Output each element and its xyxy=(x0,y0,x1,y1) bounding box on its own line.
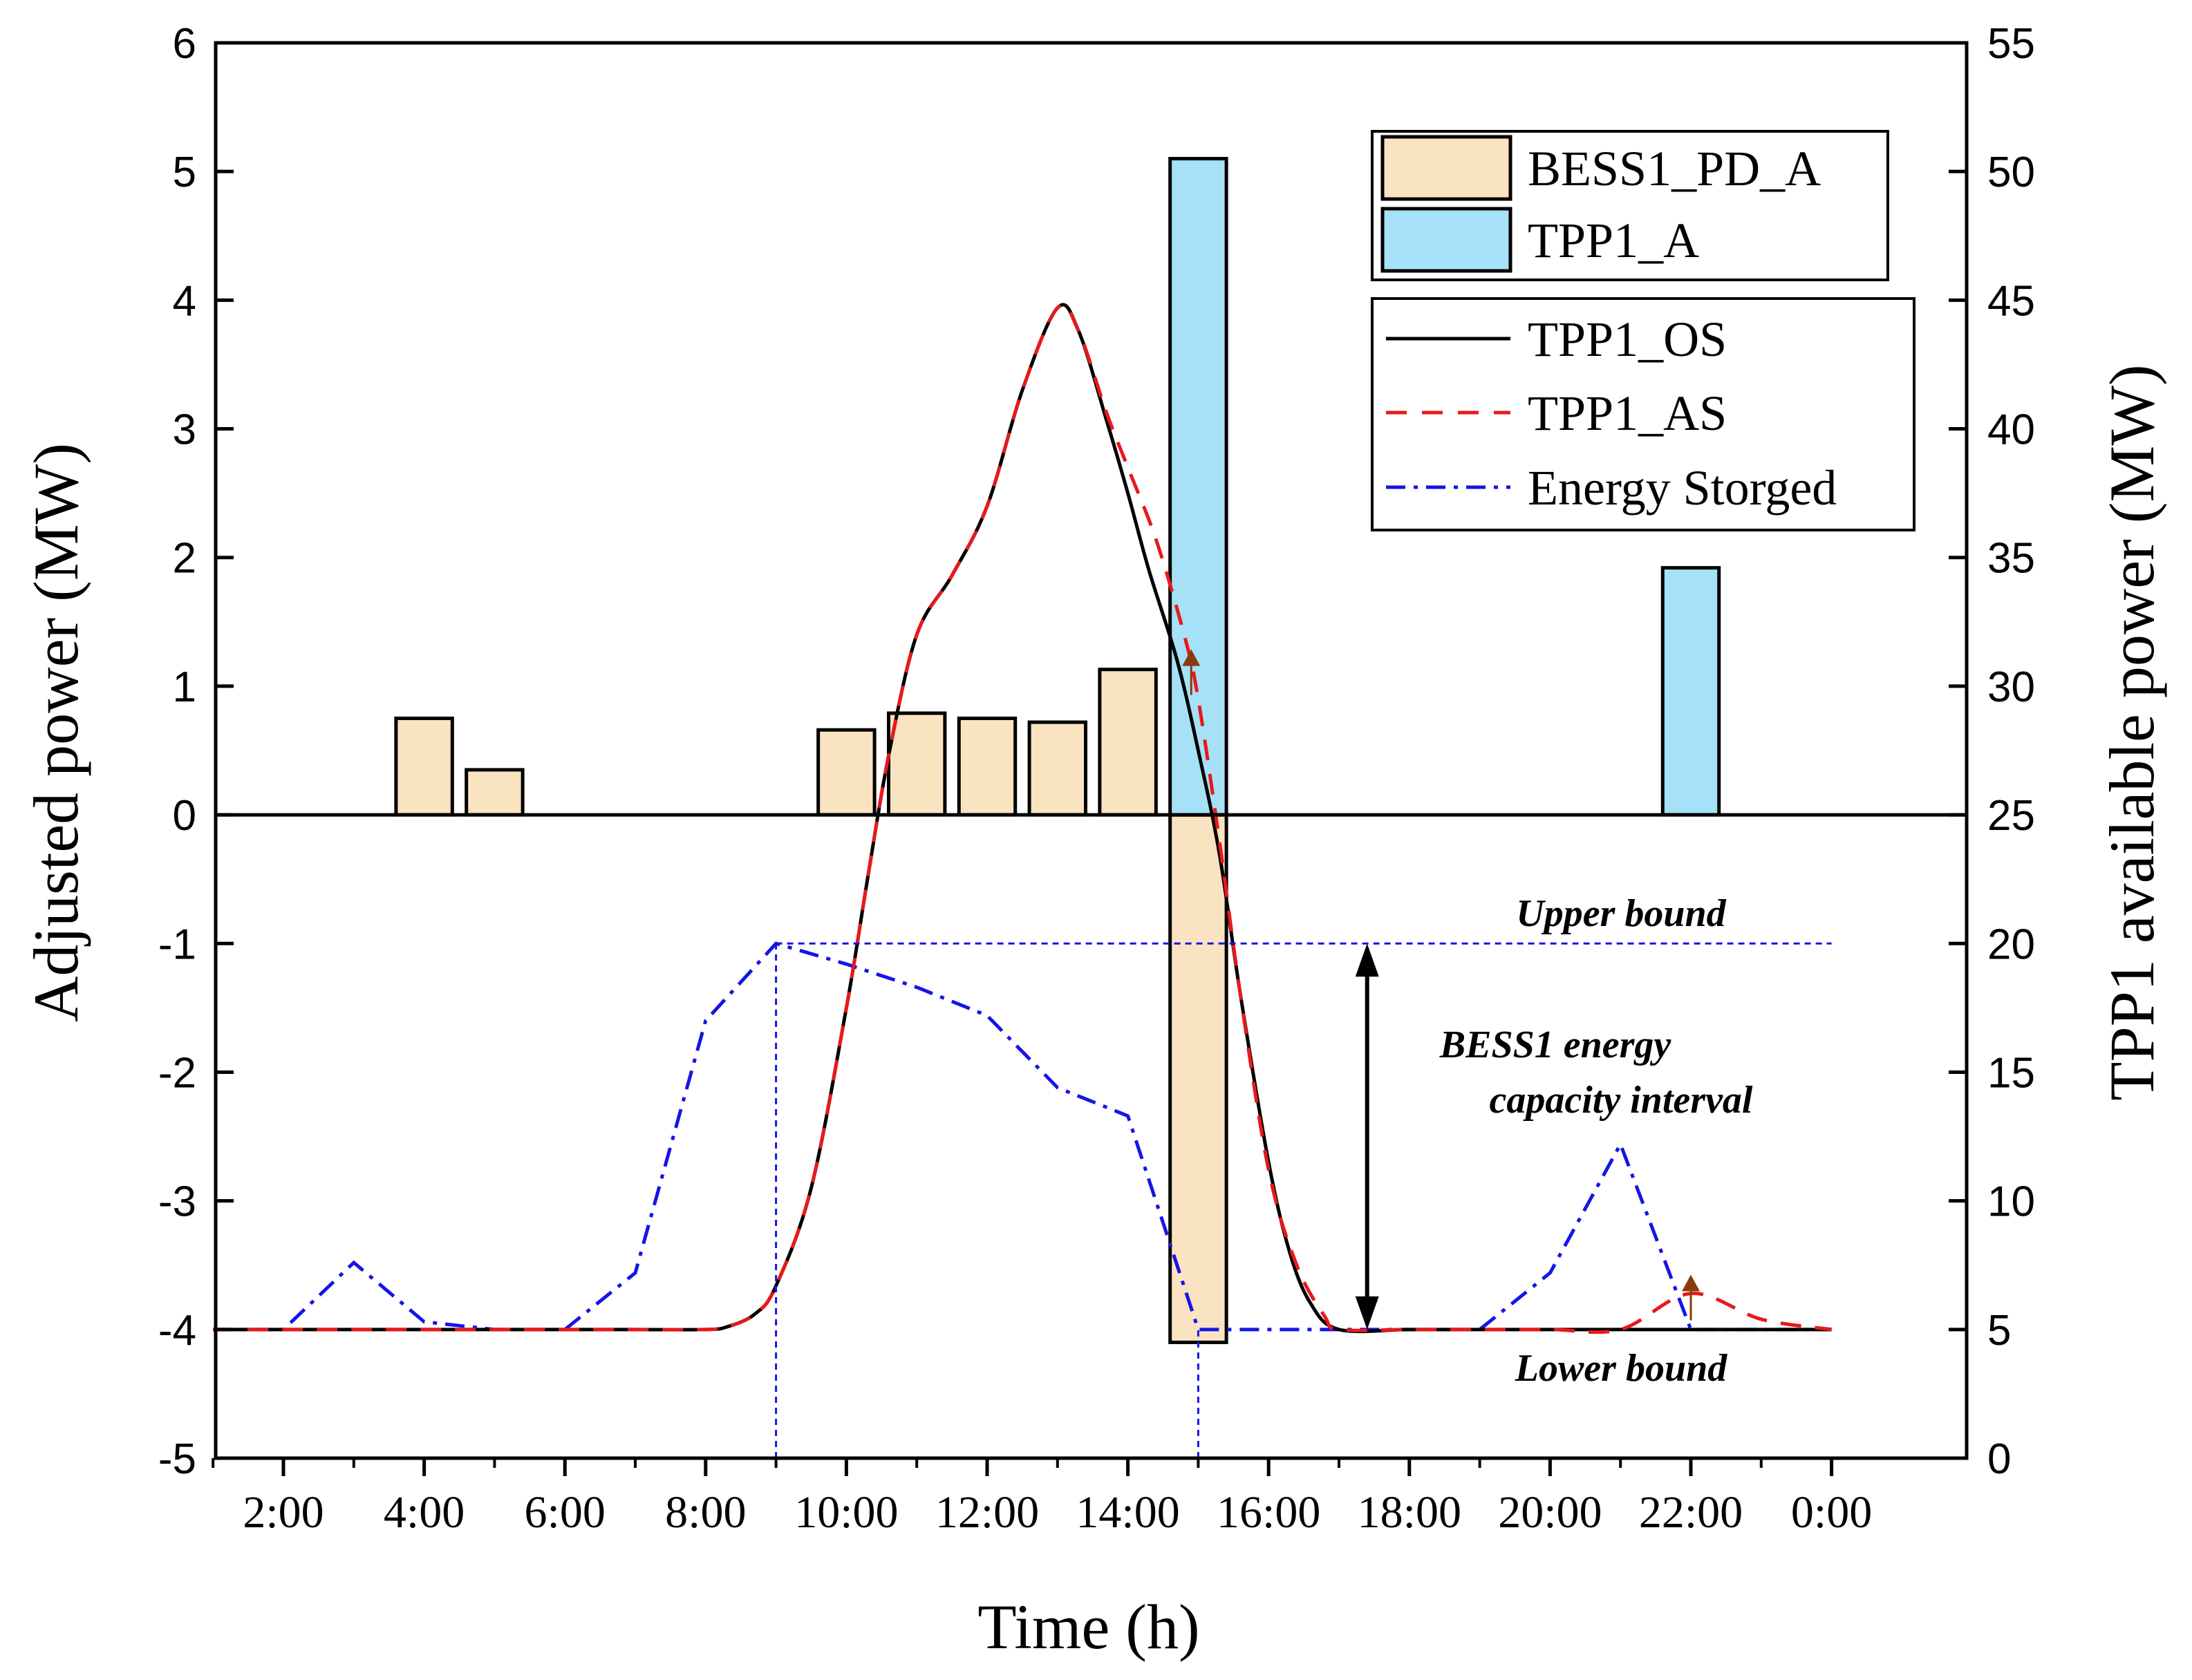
plot-frame xyxy=(214,41,1969,1460)
annotation-layer: Upper bound Lower bound BESS1 energy cap… xyxy=(1439,892,1753,1390)
y-left-tick-label-11: 6 xyxy=(173,20,196,68)
y-left-tick-label-3: -2 xyxy=(158,1049,196,1097)
bar-bess1-pd-a-1 xyxy=(465,768,525,817)
legend: BESS1_PD_A TPP1_A TPP1_OS TPP1_AS Energy… xyxy=(1371,130,1915,531)
x-tick-label-1: 4:00 xyxy=(384,1487,465,1538)
bar-tpp1-a-1 xyxy=(1660,566,1721,817)
line-tpp1-as xyxy=(213,303,1832,1334)
y-left-tick-label-8: 3 xyxy=(173,406,196,454)
y-left-tick-label-5: 0 xyxy=(173,792,196,840)
y-right-tick-label-10: 50 xyxy=(1987,149,2035,196)
legend-swatch-bess1 xyxy=(1380,135,1512,201)
x-tick-label-7: 16:00 xyxy=(1217,1487,1320,1538)
legend-label-bess1: BESS1_PD_A xyxy=(1528,141,1821,196)
bar-bess1-pd-a-4 xyxy=(957,716,1018,817)
y-right-tick-label-1: 5 xyxy=(1987,1307,2011,1355)
y-right-tick-label-9: 45 xyxy=(1987,277,2035,325)
y-axis-right-title: TPP1 available power (MW) xyxy=(2097,364,2167,1100)
x-tick-label-5: 12:00 xyxy=(935,1487,1039,1538)
axes-layer: -5-4-3-2-1012345605101520253035404550552… xyxy=(158,20,2035,1538)
y-right-tick-label-0: 0 xyxy=(1987,1435,2011,1483)
bar-bess1-pd-a-7 xyxy=(1168,813,1228,1344)
x-tick-label-3: 8:00 xyxy=(665,1487,746,1538)
capacity-arrow-head-bottom xyxy=(1355,1296,1379,1330)
y-right-tick-label-2: 10 xyxy=(1987,1178,2035,1226)
y-right-tick-label-3: 15 xyxy=(1987,1049,2035,1097)
y-left-tick-label-6: 1 xyxy=(173,663,196,711)
x-tick-label-4: 10:00 xyxy=(794,1487,898,1538)
y-left-tick-label-2: -3 xyxy=(158,1178,196,1226)
bar-bess1-pd-a-6 xyxy=(1098,668,1158,817)
bar-bess1-pd-a-3 xyxy=(886,711,947,817)
capacity-arrow-head-top xyxy=(1355,943,1379,977)
y-left-tick-label-10: 5 xyxy=(173,149,196,196)
y-right-tick-label-7: 35 xyxy=(1987,535,2035,583)
x-tick-label-6: 14:00 xyxy=(1076,1487,1179,1538)
y-right-tick-label-8: 40 xyxy=(1987,406,2035,454)
annotation-lower-bound: Lower bound xyxy=(1515,1347,1727,1390)
annotation-upper-bound: Upper bound xyxy=(1516,892,1726,935)
x-tick-label-2: 6:00 xyxy=(525,1487,606,1538)
legend-label-tpp1-as: TPP1_AS xyxy=(1528,386,1727,441)
bar-bess1-pd-a-0 xyxy=(394,716,454,817)
y-right-tick-label-6: 30 xyxy=(1987,663,2035,711)
annotation-interval-line2: capacity interval xyxy=(1489,1079,1752,1122)
x-tick-label-0: 2:00 xyxy=(243,1487,324,1538)
legend-swatch-tpp1-a xyxy=(1380,207,1512,273)
line-energy-storged xyxy=(213,941,1832,1332)
legend-label-tpp1-os: TPP1_OS xyxy=(1528,312,1727,367)
bar-tpp1-a-0 xyxy=(1168,157,1228,817)
legend-label-energy-storged: Energy Storged xyxy=(1528,460,1837,516)
x-tick-label-8: 18:00 xyxy=(1358,1487,1461,1538)
bar-bess1-pd-a-2 xyxy=(816,728,877,817)
y-axis-left-title: Adjusted power (MW) xyxy=(21,443,91,1022)
annotation-interval-line1: BESS1 energy xyxy=(1439,1023,1672,1066)
y-right-tick-label-11: 55 xyxy=(1987,20,2035,68)
marker-1 xyxy=(1682,1274,1700,1292)
bar-bess1-pd-a-5 xyxy=(1027,720,1088,817)
x-tick-label-9: 20:00 xyxy=(1498,1487,1602,1538)
x-tick-label-11: 0:00 xyxy=(1791,1487,1872,1538)
y-left-tick-label-1: -4 xyxy=(158,1307,196,1355)
x-axis-title: Time (h) xyxy=(977,1592,1199,1662)
y-left-tick-label-9: 4 xyxy=(173,277,196,325)
y-left-tick-label-0: -5 xyxy=(158,1435,196,1483)
marker-0 xyxy=(1182,649,1201,666)
y-left-tick-label-7: 2 xyxy=(173,535,196,583)
x-tick-label-10: 22:00 xyxy=(1639,1487,1743,1538)
legend-label-tpp1-a: TPP1_A xyxy=(1528,213,1699,268)
y-right-tick-label-4: 20 xyxy=(1987,921,2035,968)
y-left-tick-label-4: -1 xyxy=(158,921,196,968)
y-right-tick-label-5: 25 xyxy=(1987,792,2035,840)
reference-layer xyxy=(775,649,1832,1458)
line-layer xyxy=(213,303,1832,1334)
